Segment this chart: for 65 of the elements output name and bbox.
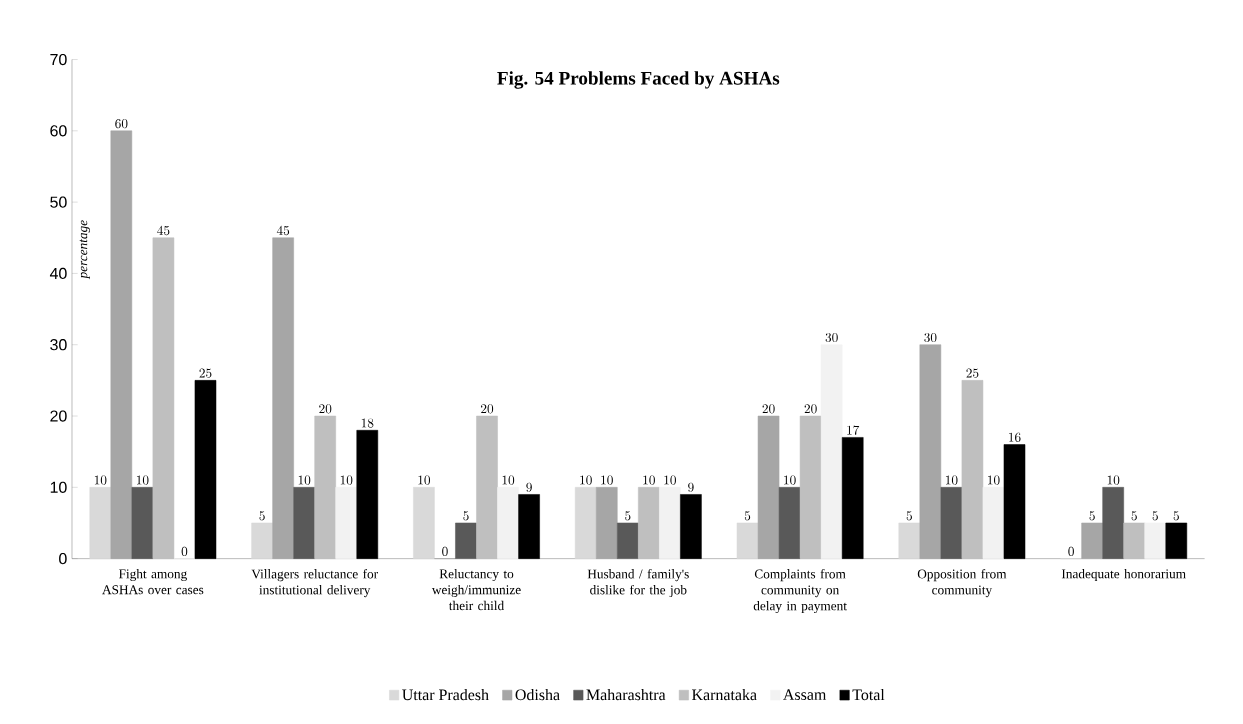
data-label: 9 bbox=[688, 482, 694, 492]
data-label: 5 bbox=[1089, 511, 1095, 521]
data-label: 5 bbox=[463, 511, 469, 521]
data-label: 10 bbox=[945, 475, 958, 485]
legend-label: Total bbox=[852, 689, 885, 701]
data-label: 18 bbox=[361, 418, 374, 428]
y-tick-label: 70 bbox=[50, 54, 67, 66]
data-label: 5 bbox=[744, 511, 751, 521]
legend-label: Uttar Pradesh bbox=[402, 689, 489, 701]
legend-label: Karnataka bbox=[692, 689, 757, 701]
x-tick-label: Reluctancy to weigh/immunize their child bbox=[431, 569, 521, 611]
data-label: 10 bbox=[601, 475, 613, 485]
x-tick-label: Opposition from community bbox=[917, 569, 1007, 598]
data-label: 10 bbox=[784, 475, 796, 485]
data-label: 0 bbox=[442, 546, 448, 557]
data-label: 10 bbox=[988, 475, 1000, 485]
x-tick-label: Complaints from community on delay in payment bbox=[753, 569, 847, 614]
data-label: 5 bbox=[1173, 511, 1179, 521]
data-label: 45 bbox=[276, 225, 290, 236]
data-label: 30 bbox=[924, 333, 937, 343]
x-tick-label: Inadequate honorarium bbox=[1061, 569, 1186, 582]
data-label: 45 bbox=[157, 225, 170, 236]
data-label: 0 bbox=[1068, 546, 1074, 557]
data-label: 10 bbox=[340, 475, 353, 485]
data-label: 10 bbox=[1107, 475, 1120, 485]
data-label: 10 bbox=[418, 475, 431, 485]
data-label: 25 bbox=[966, 368, 979, 378]
data-label: 16 bbox=[1009, 432, 1021, 443]
data-label: 20 bbox=[481, 404, 494, 414]
y-tick-label: 60 bbox=[50, 125, 67, 137]
data-label: 60 bbox=[115, 119, 128, 129]
x-tick-label: Villagers reluctance for institutional delivery bbox=[251, 569, 378, 598]
data-label: 20 bbox=[319, 404, 332, 414]
data-label: 0 bbox=[181, 546, 188, 557]
data-label: 5 bbox=[1152, 511, 1158, 521]
data-label: 10 bbox=[643, 475, 655, 485]
data-label: 17 bbox=[847, 425, 860, 435]
y-tick-label: 10 bbox=[50, 481, 67, 494]
legend-label: Maharashtra bbox=[586, 689, 666, 701]
data-label: 10 bbox=[298, 475, 311, 485]
data-label: 10 bbox=[502, 475, 515, 485]
data-label: 5 bbox=[625, 511, 631, 521]
data-label: 30 bbox=[825, 333, 838, 343]
data-label: 10 bbox=[580, 475, 592, 485]
data-label: 5 bbox=[1131, 511, 1137, 521]
x-tick-label: Husband / family's dislike for the job bbox=[587, 569, 689, 598]
data-label: 10 bbox=[94, 475, 107, 485]
x-tick-label: Fight among ASHAs over cases bbox=[102, 569, 204, 595]
data-label: 20 bbox=[804, 404, 817, 414]
legend-label: Assam bbox=[783, 689, 827, 701]
data-label: 9 bbox=[526, 482, 532, 492]
data-label: 5 bbox=[906, 511, 912, 521]
y-tick-label: 50 bbox=[50, 196, 67, 208]
y-tick-label: 40 bbox=[49, 267, 67, 280]
y-tick-label: 20 bbox=[50, 410, 67, 422]
text: Fig. 54 Problems Faced by ASHAs bbox=[497, 71, 780, 89]
data-label: 10 bbox=[664, 475, 676, 485]
data-label: 25 bbox=[199, 368, 212, 378]
data-label: 20 bbox=[762, 404, 775, 414]
data-label: 5 bbox=[259, 511, 265, 521]
legend-label: Odisha bbox=[515, 689, 560, 701]
y-axis-title: percentage bbox=[79, 220, 90, 280]
y-tick-label: 0 bbox=[59, 553, 67, 565]
y-tick-label: 30 bbox=[50, 339, 67, 351]
data-label: 10 bbox=[136, 475, 149, 485]
